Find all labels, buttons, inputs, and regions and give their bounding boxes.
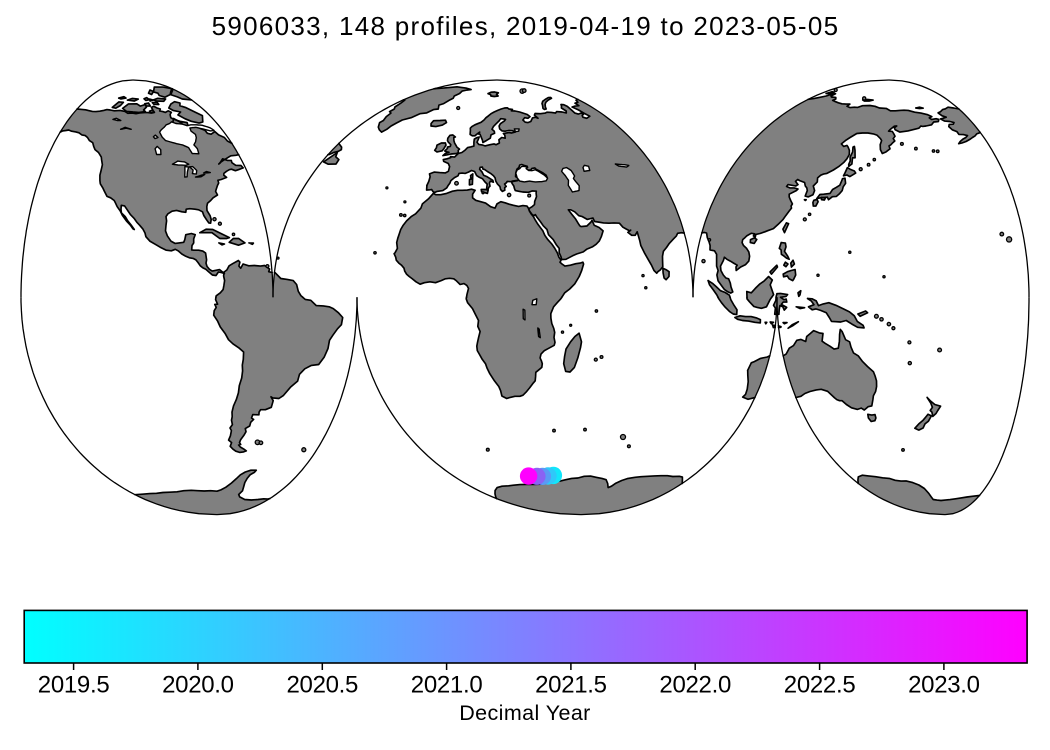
svg-text:2020.0: 2020.0 xyxy=(162,672,234,699)
svg-text:2022.0: 2022.0 xyxy=(659,672,731,699)
svg-text:5906033, 148 profiles, 2019-04: 5906033, 148 profiles, 2019-04-19 to 202… xyxy=(212,11,840,41)
svg-text:2021.0: 2021.0 xyxy=(411,672,483,699)
svg-text:2022.5: 2022.5 xyxy=(784,672,856,699)
svg-text:2023.0: 2023.0 xyxy=(908,672,980,699)
svg-text:Decimal Year: Decimal Year xyxy=(459,701,590,725)
svg-text:2020.5: 2020.5 xyxy=(286,672,358,699)
svg-text:2019.5: 2019.5 xyxy=(38,672,110,699)
svg-text:2021.5: 2021.5 xyxy=(535,672,607,699)
